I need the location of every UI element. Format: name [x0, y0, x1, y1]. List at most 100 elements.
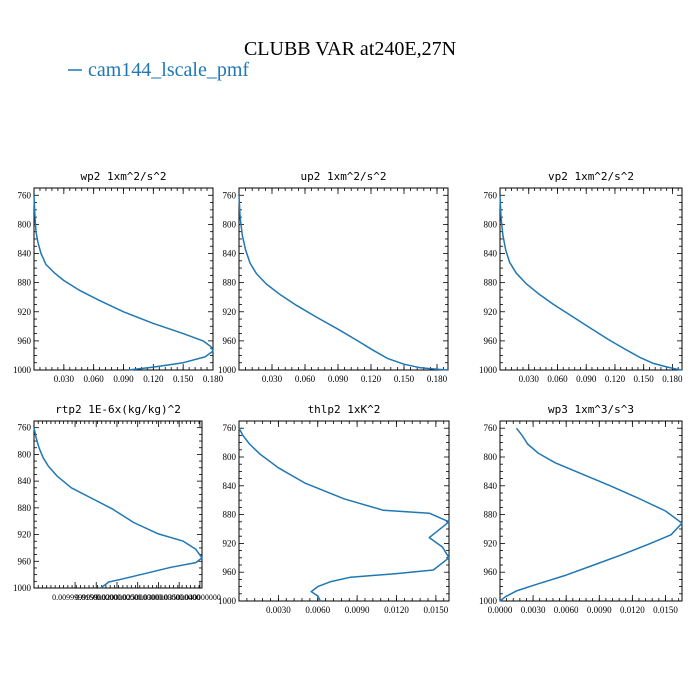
y-tick-label: 920 — [18, 307, 32, 317]
x-tick-label: 0.060 — [547, 374, 568, 384]
y-tick-label: 1000 — [13, 583, 32, 593]
panel-2: up2 1xm^2/s^2 760 800 840 880 920 960 1000 0.030… — [218, 170, 449, 384]
y-tick-label: 840 — [18, 476, 32, 486]
x-tick-label: 0.090 — [328, 374, 349, 384]
x-tick-label: 0.150 — [394, 374, 415, 384]
panel-title: vp2 1xm^2/s^2 — [548, 170, 634, 183]
y-tick-label: 960 — [18, 336, 32, 346]
x-tick-label: 0.035000000 — [158, 593, 200, 602]
y-tick-label: 840 — [223, 249, 237, 259]
x-tick-label: 0.180 — [203, 374, 224, 384]
y-tick-label: 920 — [484, 538, 498, 548]
y-tick-label: 880 — [18, 503, 32, 513]
y-tick-label: 760 — [484, 190, 498, 200]
y-tick-label: 760 — [18, 423, 32, 433]
x-tick-label: 0.150 — [173, 374, 194, 384]
x-tick-label: 0.0060 — [305, 605, 330, 615]
y-tick-label: 1000 — [479, 365, 498, 375]
x-tick-label: 0.030000000 — [137, 593, 179, 602]
panel-5: thlp2 1xK^2 760 800 840 880 920 960 1000 0.0030 0… — [218, 403, 450, 615]
x-tick-label: 0.030 — [54, 374, 75, 384]
y-tick-label: 800 — [223, 219, 237, 229]
panel-title: rtp2 1E-6x(kg/kg)^2 — [55, 403, 181, 416]
y-tick-label: 800 — [484, 219, 498, 229]
profile-line — [33, 427, 203, 589]
y-tick-label: 760 — [484, 423, 498, 433]
legend-label: cam144_lscale_pmf — [88, 59, 249, 81]
plot-frame — [499, 187, 683, 371]
y-tick-label: 840 — [223, 481, 237, 491]
x-tick-label: 0.060 — [295, 374, 316, 384]
x-tick-label: 0.180 — [427, 374, 448, 384]
x-tick-label: 0.015000000 — [75, 593, 117, 602]
y-tick-label: 960 — [484, 567, 498, 577]
x-tick-label: 0.0000 — [488, 605, 513, 615]
x-tick-label: 0.040000000 — [179, 593, 221, 602]
x-tick-label: 0.0090 — [587, 605, 612, 615]
legend: cam144_lscale_pmf — [68, 59, 249, 81]
y-tick-label: 800 — [223, 452, 237, 462]
y-tick-label: 880 — [223, 510, 237, 520]
y-tick-label: 880 — [484, 510, 498, 520]
y-tick-label: 800 — [18, 449, 32, 459]
y-tick-label: 880 — [223, 278, 237, 288]
panel-3: vp2 1xm^2/s^2 760 800 840 880 920 960 1000 0.030… — [479, 170, 683, 384]
y-tick-label: 880 — [484, 278, 498, 288]
x-tick-label: 0.020000000 — [96, 593, 138, 602]
panel-title: up2 1xm^2/s^2 — [300, 170, 386, 183]
y-tick-label: 920 — [484, 307, 498, 317]
y-tick-label: 760 — [223, 190, 237, 200]
x-tick-label: 0.0030 — [521, 605, 546, 615]
x-tick-label: 0.120 — [143, 374, 164, 384]
panel-6: wp3 1xm^3/s^3 760 800 840 880 920 960 10000.000… — [479, 403, 683, 615]
y-tick-label: 800 — [484, 452, 498, 462]
y-tick-label: 960 — [18, 556, 32, 566]
x-tick-label: 0.0090 — [345, 605, 370, 615]
panel-title: wp3 1xm^3/s^3 — [548, 403, 634, 416]
x-tick-label: 0.0120 — [384, 605, 409, 615]
profile-line — [238, 195, 449, 371]
y-tick-label: 800 — [18, 219, 32, 229]
panel-title: thlp2 1xK^2 — [308, 403, 381, 416]
x-tick-label: 0.0120 — [620, 605, 645, 615]
y-tick-label: 1000 — [13, 365, 32, 375]
y-tick-label: 840 — [484, 249, 498, 259]
x-tick-label: 0.090 — [113, 374, 134, 384]
x-tick-label: 0.030 — [262, 374, 283, 384]
plot-frame — [499, 420, 683, 602]
y-tick-label: 760 — [223, 423, 237, 433]
x-tick-label: 0.030 — [519, 374, 540, 384]
y-tick-label: 840 — [18, 249, 32, 259]
profile-line — [499, 195, 683, 371]
y-tick-label: 880 — [18, 278, 32, 288]
x-tick-label: 0.0150 — [424, 605, 449, 615]
panels-group: wp2 1xm^2/s^2 760 800 840 880 920 960 1000 0.030… — [13, 170, 683, 615]
x-tick-label: 0.0030 — [266, 605, 291, 615]
y-tick-label: 960 — [223, 567, 237, 577]
y-tick-label: 960 — [223, 336, 237, 346]
figure-title: CLUBB VAR at240E,27N — [244, 38, 456, 60]
y-tick-label: 960 — [484, 336, 498, 346]
profile-line — [33, 195, 214, 371]
x-tick-label: 0.0060 — [554, 605, 579, 615]
y-tick-label: 760 — [18, 190, 32, 200]
y-tick-label: 920 — [18, 530, 32, 540]
profile-line — [238, 427, 450, 602]
panel-title: wp2 1xm^2/s^2 — [80, 170, 166, 183]
plot-frame — [238, 187, 449, 371]
x-tick-label: 0.120 — [605, 374, 626, 384]
panel-1: wp2 1xm^2/s^2 760 800 840 880 920 960 1000 0.030… — [13, 170, 224, 384]
y-tick-label: 1000 — [218, 365, 237, 375]
x-tick-label: 0.180 — [662, 374, 683, 384]
x-tick-label: 0.060 — [84, 374, 105, 384]
plot-frame — [33, 420, 203, 589]
y-tick-label: 840 — [484, 481, 498, 491]
x-tick-label: 0.090 — [576, 374, 597, 384]
x-tick-label: 0.0150 — [653, 605, 678, 615]
y-tick-label: 920 — [223, 538, 237, 548]
y-tick-label: 1000 — [218, 596, 237, 606]
x-tick-label: 0.0099999999 — [52, 593, 98, 602]
x-tick-label: 0.120 — [361, 374, 382, 384]
x-tick-label: 0.025000000 — [117, 593, 159, 602]
